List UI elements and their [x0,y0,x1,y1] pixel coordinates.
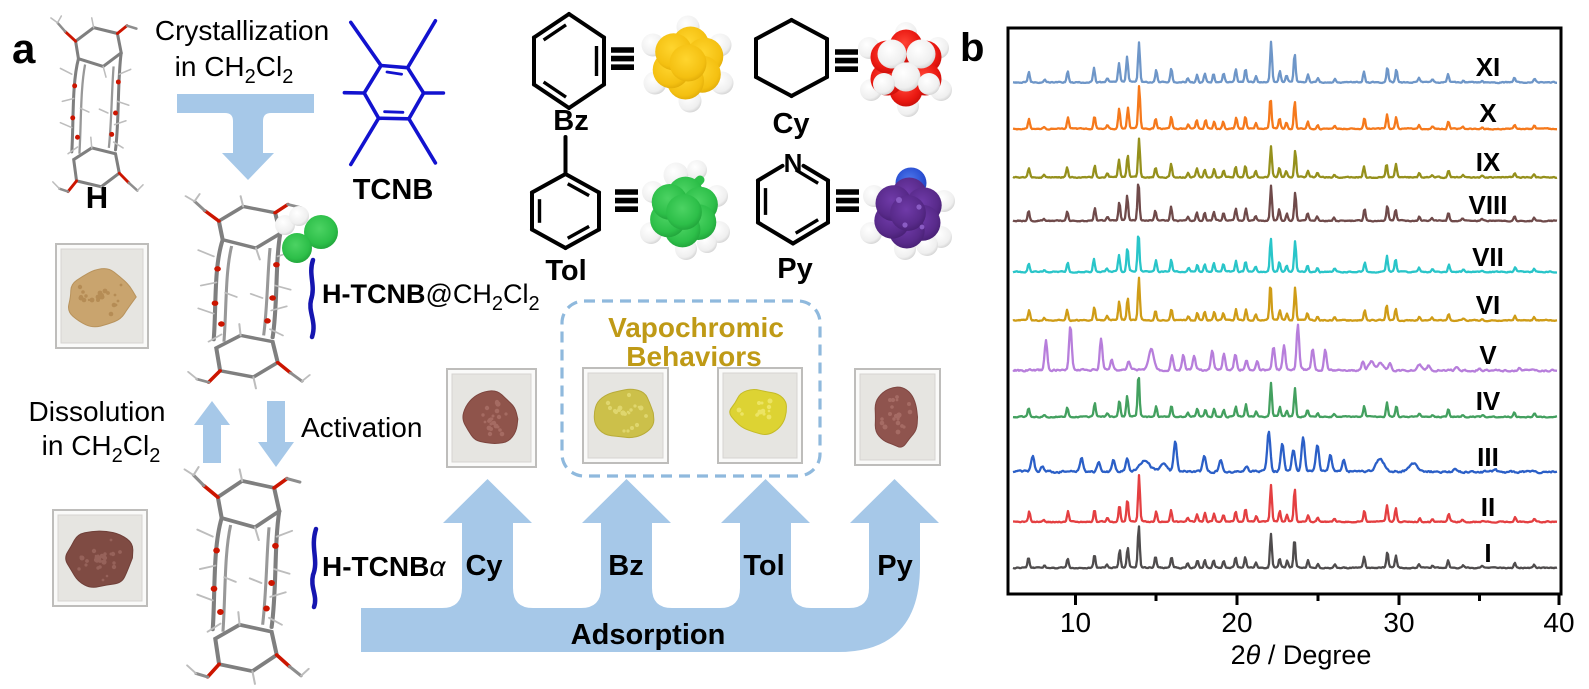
svg-text:Py: Py [777,253,812,285]
svg-text:20: 20 [1221,607,1252,638]
svg-text:H: H [86,180,108,215]
svg-text:H-TCNBα: H-TCNBα [322,551,446,582]
svg-text:Activation: Activation [301,412,422,443]
svg-text:Py: Py [877,550,912,582]
svg-text:b: b [960,26,984,70]
svg-text:in CH2​Cl2​: in CH2​Cl2​ [42,430,161,467]
svg-text:Bz: Bz [553,105,588,137]
svg-text:Cy: Cy [465,550,502,582]
svg-text:a: a [12,25,36,72]
svg-text:XI: XI [1476,52,1501,82]
svg-text:III: III [1477,442,1499,472]
svg-text:VII: VII [1472,242,1504,272]
svg-text:IX: IX [1476,147,1501,177]
svg-text:Vapochromic: Vapochromic [608,312,784,343]
svg-text:TCNB: TCNB [353,174,434,206]
svg-text:I: I [1484,538,1491,568]
svg-text:Behaviors: Behaviors [626,341,761,372]
svg-text:Cy: Cy [772,108,809,140]
svg-text:10: 10 [1060,607,1091,638]
svg-text:H-TCNB@CH2​Cl2​: H-TCNB@CH2​Cl2​ [322,279,540,315]
svg-text:Tol: Tol [743,550,784,582]
svg-text:VI: VI [1476,290,1501,320]
svg-text:Adsorption: Adsorption [571,619,726,651]
svg-text:N: N [784,148,803,178]
svg-text:Crystallization: Crystallization [155,15,329,46]
svg-text:IV: IV [1476,386,1501,416]
svg-text:in CH2​Cl2​: in CH2​Cl2​ [175,51,294,88]
svg-text:Dissolution: Dissolution [29,396,166,427]
svg-text:30: 30 [1383,607,1414,638]
svg-text:II: II [1481,492,1495,522]
svg-text:Bz: Bz [608,550,643,582]
svg-text:VIII: VIII [1468,190,1507,220]
svg-text:Tol: Tol [545,255,586,287]
svg-text:X: X [1479,98,1497,128]
svg-text:2θ / Degree: 2θ / Degree [1231,640,1372,670]
svg-text:V: V [1479,340,1497,370]
svg-text:40: 40 [1543,607,1574,638]
